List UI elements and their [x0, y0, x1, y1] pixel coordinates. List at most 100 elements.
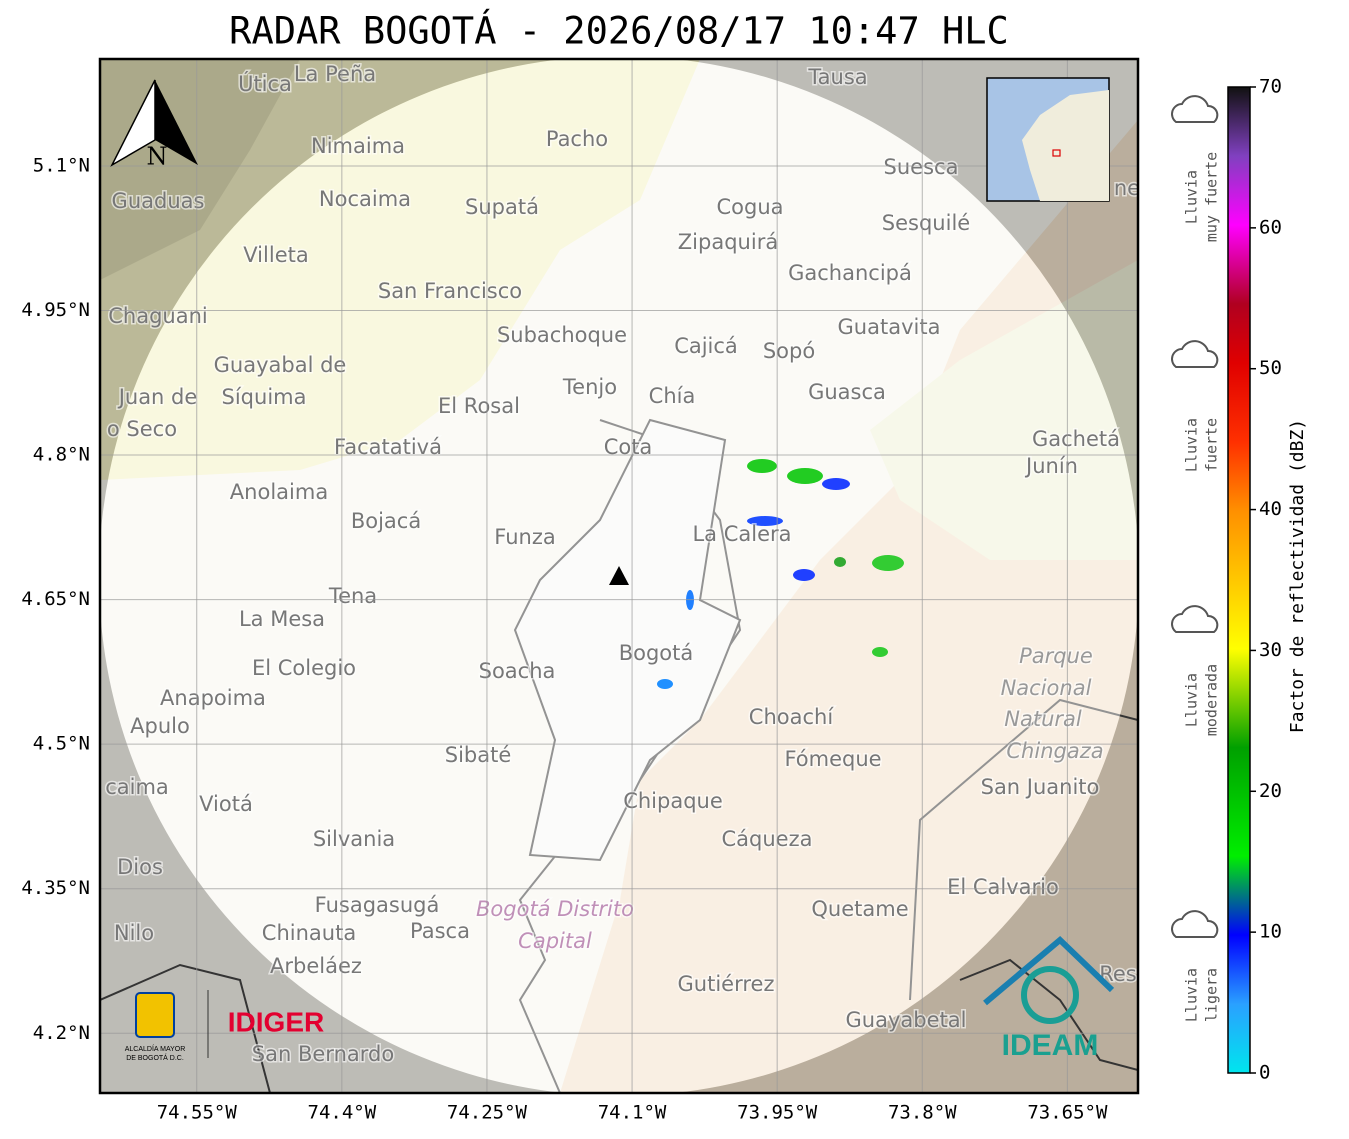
place-name: Nimaima	[311, 134, 405, 158]
x-tick-label: 74.25°W	[447, 1102, 528, 1124]
echo	[872, 555, 904, 571]
alcaldia-line1: ALCALDÍA MAYOR	[125, 1044, 186, 1053]
colorbar-tick-label: 0	[1259, 1062, 1270, 1084]
map-layer: Útica La Peña Tausa Pacho Nimaima Suesca Guadu…	[100, 59, 1140, 1093]
echo	[747, 459, 777, 473]
alcaldia-line2: DE BOGOTÁ D.C.	[126, 1053, 184, 1062]
place-name: Sibaté	[445, 743, 512, 767]
inset-marker	[1052, 149, 1061, 157]
y-tick-label: 4.35°N	[21, 877, 90, 899]
rain-level-label: fuerte	[1203, 418, 1221, 472]
place-name: Subachoque	[497, 323, 627, 347]
place-name: Soacha	[479, 659, 556, 683]
x-tick-label: 73.95°W	[737, 1102, 818, 1124]
x-tick-label: 74.4°W	[308, 1102, 377, 1124]
idiger-logo: IDIGER	[228, 1006, 324, 1037]
colorbar-tick-label: 20	[1259, 780, 1282, 802]
y-tick-label: 5.1°N	[33, 154, 90, 176]
x-tick-label: 73.8°W	[888, 1102, 957, 1124]
place-name: o Seco	[107, 417, 177, 441]
place-name: Apulo	[130, 714, 190, 738]
place-name: Anapoima	[160, 686, 266, 710]
colorbar	[1227, 86, 1251, 1074]
place-name: Síquima	[222, 385, 307, 409]
rain-level-label: ligera	[1203, 968, 1221, 1022]
ideam-logo: IDEAM	[1002, 1029, 1099, 1062]
place-name: La Peña	[294, 62, 376, 86]
place-name: Junín	[1024, 454, 1078, 478]
place-name: Chipaque	[623, 789, 723, 813]
place-name: Arbeláez	[270, 954, 362, 978]
logos: ALCALDÍA MAYOR DE BOGOTÁ D.C. IDIGER IDE…	[125, 935, 1115, 1062]
north-label: N	[147, 143, 168, 171]
place-names: Útica La Peña Tausa Pacho Nimaima Suesca Guadu…	[104, 61, 1140, 1068]
north-arrow: N	[110, 79, 198, 171]
place-name: Guaduas	[112, 189, 205, 213]
colorbar-tick-label: 70	[1259, 76, 1282, 98]
y-tick-label: 4.2°N	[33, 1022, 90, 1044]
place-name: Zipaquirá	[678, 230, 778, 254]
place-name: Tena	[328, 584, 377, 608]
colorbar-tick-label: 40	[1259, 498, 1282, 520]
place-name: Choachí	[749, 705, 835, 729]
place-name: Quetame	[811, 897, 908, 921]
place-name: Cogua	[716, 195, 783, 219]
place-name: Parque	[1019, 644, 1093, 668]
place-name: ne	[1114, 176, 1140, 200]
place-name: Sesquilé	[882, 211, 970, 235]
colorbar-tick-label: 50	[1259, 357, 1282, 379]
place-name: Silvania	[313, 827, 395, 851]
place-name: San Juanito	[981, 775, 1100, 799]
y-tick-label: 4.8°N	[33, 444, 90, 466]
place-name: Dios	[117, 855, 163, 879]
x-tick-label: 74.1°W	[598, 1102, 667, 1124]
title: RADAR BOGOTÁ - 2026/08/17 10:47 HLC	[229, 9, 1009, 53]
place-name: Natural	[1004, 707, 1082, 731]
place-name: Nilo	[114, 921, 154, 945]
place-name: Chía	[649, 384, 696, 408]
place-name: San Bernardo	[252, 1042, 394, 1066]
place-name: caima	[105, 775, 169, 799]
place-name: San Francisco	[378, 279, 522, 303]
place-name: El Calvario	[947, 875, 1059, 899]
place-name: Cajicá	[674, 334, 738, 358]
place-name: La Calera	[692, 522, 791, 546]
echo	[787, 468, 823, 484]
place-name: Sopó	[763, 339, 815, 363]
place-name: Chingaza	[1006, 739, 1103, 763]
colorbar-label: Factor de reflectividad (dBZ)	[1287, 419, 1308, 733]
rain-level-label: Lluvia	[1183, 673, 1201, 727]
y-tick-label: 4.65°N	[21, 588, 90, 610]
inset-land	[1022, 90, 1109, 201]
x-tick-label: 74.55°W	[157, 1102, 238, 1124]
place-name: Bogotá	[619, 641, 694, 665]
axis-ticks: 74.55°W 74.4°W 74.25°W 74.1°W 73.95°W 73.8°W 7…	[21, 154, 1108, 1123]
bogota-shield	[135, 992, 175, 1038]
place-name: Nacional	[1001, 676, 1092, 700]
place-name: Villeta	[243, 243, 308, 267]
place-name: Anolaima	[230, 480, 328, 504]
rain-level-label: moderada	[1203, 664, 1221, 736]
map-frame	[98, 57, 1140, 1095]
radar-echoes	[657, 459, 904, 689]
place-name: Suesca	[884, 155, 959, 179]
place-name: Guatavita	[838, 315, 941, 339]
cloud-icon	[1171, 340, 1219, 368]
place-name: La Mesa	[239, 607, 325, 631]
colorbar-ticks: 0 10 20 30 40 50 60 70	[1250, 76, 1282, 1084]
place-name: Tausa	[807, 65, 867, 89]
place-name: Bojacá	[351, 509, 421, 533]
north-arrow-right	[155, 80, 198, 165]
place-name: Capital	[518, 929, 592, 953]
place-name: Pasca	[410, 919, 470, 943]
place-name: El Rosal	[438, 394, 520, 418]
echo	[657, 679, 673, 689]
place-name: Fusagasugá	[315, 893, 440, 917]
echo	[793, 569, 815, 581]
place-name: Gutiérrez	[678, 972, 775, 996]
place-name: Gachetá	[1032, 427, 1120, 451]
rain-level-label: Lluvia	[1183, 170, 1201, 224]
graticule	[100, 59, 1138, 1093]
place-name: Tenjo	[562, 375, 617, 399]
ideam-swirl	[1021, 966, 1079, 1024]
